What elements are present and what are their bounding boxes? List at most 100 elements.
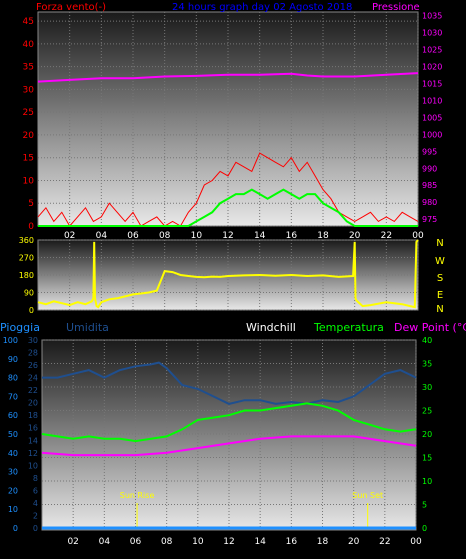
pressure-line [37, 72, 419, 83]
direction-y-tick-label: 180 [19, 271, 34, 280]
rain-y-tick-label: 14 [28, 436, 38, 445]
wind-x-tick-label: 20 [349, 231, 361, 241]
rain-y-tick-label: 20 [28, 399, 38, 408]
temperature-x-tick-label: 02 [67, 537, 78, 547]
pressure-y-tick-label: 1020 [422, 62, 442, 71]
temperature-x-tick-label: 20 [348, 537, 360, 547]
direction-series [37, 239, 419, 309]
rain-y-tick-label: 10 [28, 461, 38, 470]
pressure-y-tick-label: 1000 [422, 130, 442, 139]
wind-y-tick-label: 10 [23, 176, 35, 186]
wind-y-tick-label: 35 [23, 63, 34, 73]
rain-y-tick-label: 28 [28, 349, 38, 358]
pressure-right-axis: 975 980 985 990 995 1000 1005 1010 1015 1020 1025 1… [422, 11, 442, 224]
pressure-y-tick-label: 1010 [422, 96, 442, 105]
temperature-x-tick-label: 00 [410, 537, 422, 547]
pressure-y-tick-label: 980 [422, 198, 437, 207]
humidity-line [42, 361, 417, 405]
wind-y-tick-label: 15 [23, 154, 34, 164]
wind-y-tick-label: 30 [23, 85, 35, 95]
pressure-y-tick-label: 1015 [422, 79, 442, 88]
rain-y-tick-label: 2 [33, 511, 38, 520]
rain-y-tick-label: 8 [33, 474, 38, 483]
rain-humidity-axes: 0102030405060708090100024681012141618202… [3, 336, 38, 533]
temperature-y-tick-label: 15 [422, 454, 432, 463]
wind-plot-area [37, 11, 419, 227]
wind-x-tick-label: 10 [191, 231, 203, 241]
humidity-y-tick-label: 40 [8, 449, 18, 458]
rain-y-tick-label: 0 [33, 524, 38, 533]
temperature-y-tick-label: 20 [422, 430, 432, 439]
sunrise-marker-label: Sun Rise [120, 491, 155, 500]
direction-y-tick-label: 270 [19, 254, 34, 263]
pressure-y-tick-label: 1030 [422, 28, 442, 37]
direction-y-tick-label: 360 [19, 236, 34, 245]
direction-y-tick-label: 0 [29, 306, 34, 315]
humidity-y-tick-label: 0 [13, 524, 18, 533]
temperature-x-tick-label: 18 [317, 537, 329, 547]
compass-label: W [435, 256, 445, 267]
wind-y-tick-label: 25 [23, 108, 34, 118]
pressure-y-tick-label: 975 [422, 215, 437, 224]
wind-x-tick-label: 04 [96, 231, 108, 241]
humidity-y-tick-label: 20 [8, 486, 18, 495]
rain-label: Pioggia [0, 321, 40, 334]
humidity-y-tick-label: 100 [3, 336, 18, 345]
compass-label: N [436, 238, 443, 249]
temperature-x-ticks: 02 04 06 08 10 12 14 16 18 20 22 00 [67, 537, 422, 547]
pressure-y-tick-label: 1005 [422, 113, 442, 122]
wind-y-tick-label: 5 [28, 199, 34, 209]
humidity-y-tick-label: 90 [8, 355, 18, 364]
temperature-y-tick-label: 0 [422, 524, 427, 533]
pressure-axis-label: Pressione [372, 2, 420, 13]
humidity-y-tick-label: 70 [8, 392, 18, 401]
humidity-label: Umidita [66, 321, 109, 334]
rain-y-tick-label: 6 [33, 486, 38, 495]
temperature-x-tick-label: 06 [130, 537, 142, 547]
wind-x-ticks: 02 04 06 08 10 12 14 16 18 20 22 00 [64, 231, 424, 241]
temperature-y-tick-label: 30 [422, 383, 432, 392]
wind-x-tick-label: 12 [222, 231, 233, 241]
compass-label: N [436, 304, 443, 315]
dewpoint-line [41, 435, 417, 457]
dewpoint-label: Dew Point (°C) [394, 321, 466, 334]
pressure-y-tick-label: 995 [422, 147, 437, 156]
humidity-y-tick-label: 80 [8, 374, 18, 383]
windchill-label: Windchill [246, 321, 296, 334]
temperature-y-tick-label: 10 [422, 477, 432, 486]
humidity-y-tick-label: 50 [8, 430, 18, 439]
pressure-y-tick-label: 990 [422, 164, 437, 173]
humidity-y-tick-label: 10 [8, 505, 18, 514]
direction-left-axis: 0 90 180 270 360 [19, 236, 34, 315]
sun-markers: Sun Rise Sun Set [120, 491, 383, 528]
chart-title: 24 hours graph day 02 Agosto 2018 [172, 2, 352, 13]
temperature-right-axis: 0 5 10 15 20 25 30 35 40 [422, 336, 432, 533]
humidity-y-tick-label: 60 [8, 411, 18, 420]
pressure-y-tick-label: 1035 [422, 11, 442, 20]
rain-y-tick-label: 24 [28, 374, 38, 383]
wind-x-tick-label: 08 [159, 231, 171, 241]
temperature-plot-area [41, 339, 417, 531]
direction-line [37, 239, 419, 309]
rain-y-tick-label: 22 [28, 386, 38, 395]
humidity-y-tick-label: 30 [8, 468, 18, 477]
compass-label: E [437, 290, 443, 301]
temperature-x-tick-label: 14 [254, 537, 266, 547]
rain-y-tick-label: 12 [28, 449, 38, 458]
temperature-y-tick-label: 25 [422, 407, 432, 416]
wind-y-tick-label: 40 [23, 40, 35, 50]
rain-y-tick-label: 4 [33, 499, 38, 508]
temperature-y-tick-label: 5 [422, 501, 427, 510]
wind-x-tick-label: 02 [64, 231, 75, 241]
temperature-x-tick-label: 08 [161, 537, 173, 547]
rain-y-tick-label: 18 [28, 411, 38, 420]
temperature-x-tick-label: 04 [99, 537, 111, 547]
pressure-y-tick-label: 1025 [422, 45, 442, 54]
temperature-line [41, 402, 417, 443]
pressure-y-tick-label: 985 [422, 181, 437, 190]
wind-x-tick-label: 22 [381, 231, 392, 241]
wind-axis-label: Forza vento(-) [36, 2, 106, 13]
